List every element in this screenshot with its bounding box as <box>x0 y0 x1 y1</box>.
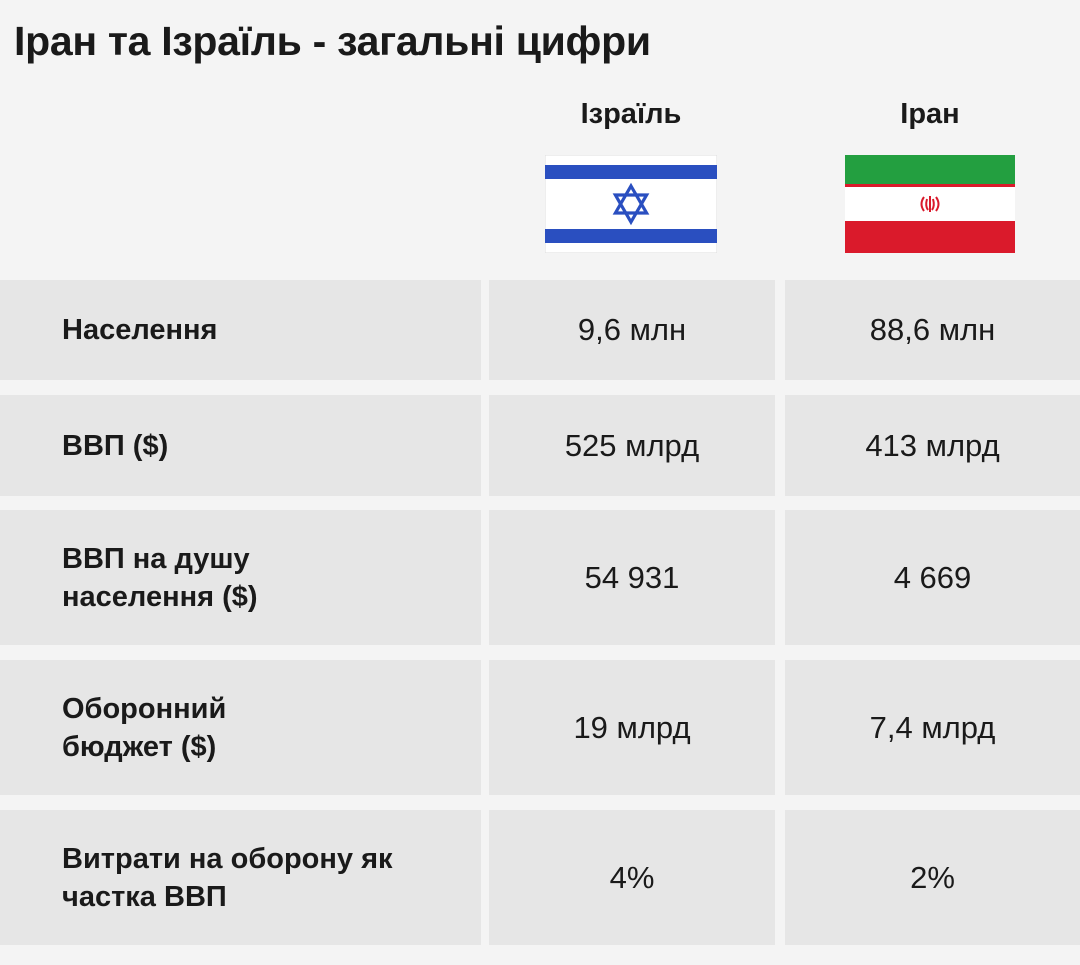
row-label-defense-share-gdp: Витрати на оборону як частка ВВП <box>0 810 481 945</box>
column-header-israel: Ізраїль <box>580 98 682 130</box>
israel-defense-share-value: 4% <box>489 810 775 945</box>
iran-gdp-value: 413 млрд <box>785 395 1080 496</box>
row-label-text: Оборонний бюджет ($) <box>62 692 227 763</box>
row-label-text: ВВП ($) <box>62 429 169 462</box>
iran-gdp-per-capita-value: 4 669 <box>785 510 1080 645</box>
row-label-text: ВВП на душу населення ($) <box>62 542 258 613</box>
row-label-gdp-per-capita: ВВП на душу населення ($) <box>0 510 481 645</box>
row-label-text: Витрати на оборону як частка ВВП <box>62 842 393 913</box>
iran-flag-icon <box>845 155 1015 253</box>
row-label-defense-budget: Оборонний бюджет ($) <box>0 660 481 795</box>
israel-defense-budget-value: 19 млрд <box>489 660 775 795</box>
row-label-gdp: ВВП ($) <box>0 395 481 496</box>
row-label-text: Населення <box>62 314 218 346</box>
iran-population-value: 88,6 млн <box>785 280 1080 380</box>
page-title: Іран та Ізраїль - загальні цифри <box>14 18 651 64</box>
israel-flag-icon <box>545 155 717 253</box>
iran-defense-share-value: 2% <box>785 810 1080 945</box>
israel-gdp-value: 525 млрд <box>489 395 775 496</box>
iran-defense-budget-value: 7,4 млрд <box>785 660 1080 795</box>
israel-population-value: 9,6 млн <box>489 280 775 380</box>
israel-gdp-per-capita-value: 54 931 <box>489 510 775 645</box>
column-header-iran: Іран <box>900 98 960 130</box>
row-label-population: Населення <box>0 280 481 380</box>
